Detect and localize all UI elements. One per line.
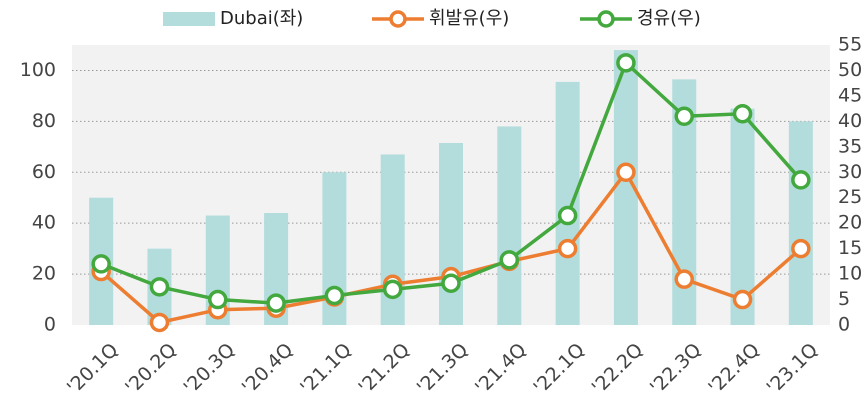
x-tick-label: '20.3Q [179,339,239,399]
bar [497,126,522,325]
legend-label: 경유(우) [637,8,701,29]
bar [555,81,580,325]
y2-tick-label: 0 [838,314,850,336]
marker [616,53,636,73]
marker [149,277,170,297]
bar [730,108,755,326]
legend-swatch [597,10,615,28]
marker [616,162,636,183]
x-tick-label: '22.1Q [529,339,589,399]
x-tick-label: '21.3Q [413,339,473,399]
marker [732,289,753,310]
x-tick-label: '21.2Q [354,339,414,399]
marker [557,205,578,226]
marker [557,238,578,259]
y2-tick-label: 20 [838,212,862,234]
marker [732,103,753,124]
marker [382,279,403,300]
x-tick-label: '22.4Q [704,339,764,399]
y2-tick-label: 50 [838,59,862,81]
x-tick-label: '21.1Q [296,339,356,399]
y2-tick-label: 5 [838,288,850,310]
y-tick-label: 20 [32,263,56,285]
y2-tick-label: 55 [838,34,862,56]
y2-tick-label: 15 [838,237,862,259]
marker [441,273,461,294]
marker [499,250,520,270]
marker [674,269,694,289]
y-tick-label: 80 [32,110,56,132]
y2-tick-label: 45 [838,84,862,106]
x-tick-label: '23.1Q [763,339,823,399]
y-tick-label: 100 [20,59,56,81]
y2-tick-label: 35 [838,135,862,157]
marker [266,293,286,313]
y-tick-label: 0 [44,314,56,336]
legend-label: 휘발유(우) [429,8,509,29]
x-tick-label: '22.2Q [588,339,648,399]
y2-tick-label: 30 [838,161,862,183]
y2-tick-label: 10 [838,263,862,285]
y2-tick-label: 40 [838,110,862,132]
marker [791,170,811,190]
legend-swatch [163,12,215,26]
x-tick-label: '20.1Q [63,339,123,399]
x-tick-label: '20.4Q [238,339,298,399]
legend-label: Dubai(좌) [220,8,303,29]
y-tick-label: 40 [32,212,56,234]
x-tick-label: '21.4Q [471,339,531,399]
marker [208,289,228,310]
y-tick-label: 60 [32,161,56,183]
marker [91,254,111,274]
bar [788,121,813,325]
marker [324,285,345,306]
marker [149,312,170,333]
x-tick-label: '20.2Q [121,339,181,399]
marker [791,238,811,259]
legend-swatch [389,10,407,28]
y2-tick-label: 25 [838,186,862,208]
marker [674,106,694,127]
bar [439,143,463,325]
bar [380,154,405,325]
x-tick-label: '22.3Q [646,339,706,399]
